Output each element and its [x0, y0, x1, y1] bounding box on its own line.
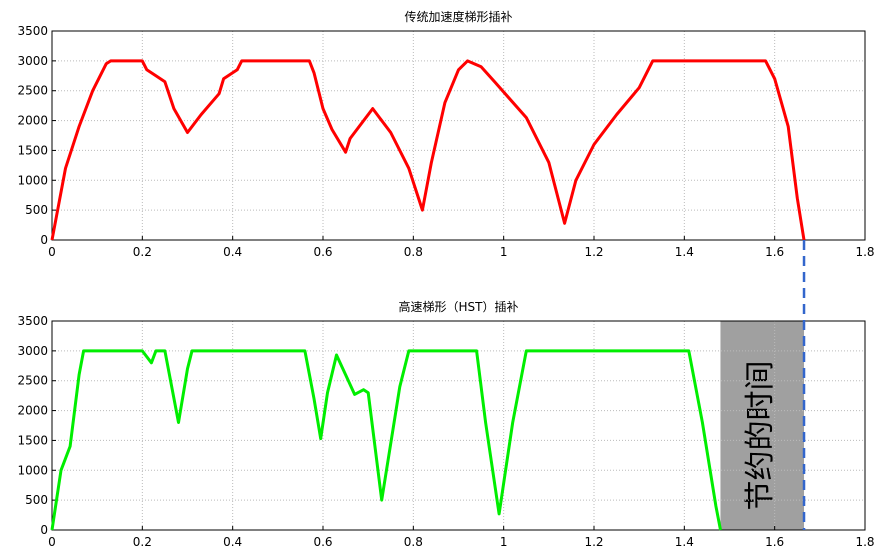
y-tick-label: 2500: [17, 374, 48, 388]
y-tick-label: 1500: [17, 433, 48, 447]
x-tick-label: 0.6: [313, 535, 332, 549]
x-tick-label: 1.8: [855, 535, 874, 549]
y-tick-label: 0: [40, 233, 48, 247]
x-tick-label: 0.2: [133, 245, 152, 259]
x-tick-label: 1.6: [765, 535, 784, 549]
y-tick-label: 500: [25, 203, 48, 217]
x-tick-label: 0.4: [223, 535, 242, 549]
y-tick-label: 1000: [17, 463, 48, 477]
x-tick-label: 0.2: [133, 535, 152, 549]
x-tick-label: 1.2: [584, 245, 603, 259]
data-line: [50, 59, 806, 241]
x-tick-label: 0.8: [404, 245, 423, 259]
y-tick-label: 1000: [17, 173, 48, 187]
axes-box: [51, 320, 866, 531]
y-tick-label: 2000: [17, 404, 48, 418]
y-tick-label: 2000: [17, 114, 48, 128]
y-tick-label: 2500: [17, 84, 48, 98]
x-tick-label: 1: [500, 535, 508, 549]
x-tick-label: 1.2: [584, 535, 603, 549]
y-tick-label: 3500: [17, 314, 48, 328]
chart-title: 传统加速度梯形插补: [404, 9, 512, 24]
x-tick-label: 0.4: [223, 245, 242, 259]
axes-box: [51, 30, 866, 241]
x-tick-label: 1.4: [675, 535, 694, 549]
x-tick-label: 1: [500, 245, 508, 259]
x-tick-label: 1.6: [765, 245, 784, 259]
x-tick-label: 1.4: [675, 245, 694, 259]
y-tick-label: 3000: [17, 54, 48, 68]
chart-title: 高速梯形（HST）插补: [399, 299, 519, 314]
x-tick-label: 1.8: [855, 245, 874, 259]
y-tick-label: 500: [25, 493, 48, 507]
y-tick-label: 3000: [17, 344, 48, 358]
y-tick-label: 0: [40, 523, 48, 537]
y-tick-label: 1500: [17, 143, 48, 157]
region-label: 节约的时间: [743, 361, 778, 511]
x-tick-label: 0.6: [313, 245, 332, 259]
y-tick-label: 3500: [17, 24, 48, 38]
x-tick-label: 0.8: [404, 535, 423, 549]
x-tick-label: 0: [48, 245, 56, 259]
plot-area: [52, 31, 865, 240]
shaded-region: [720, 321, 805, 530]
data-line: [50, 349, 722, 531]
x-tick-label: 0: [48, 535, 56, 549]
